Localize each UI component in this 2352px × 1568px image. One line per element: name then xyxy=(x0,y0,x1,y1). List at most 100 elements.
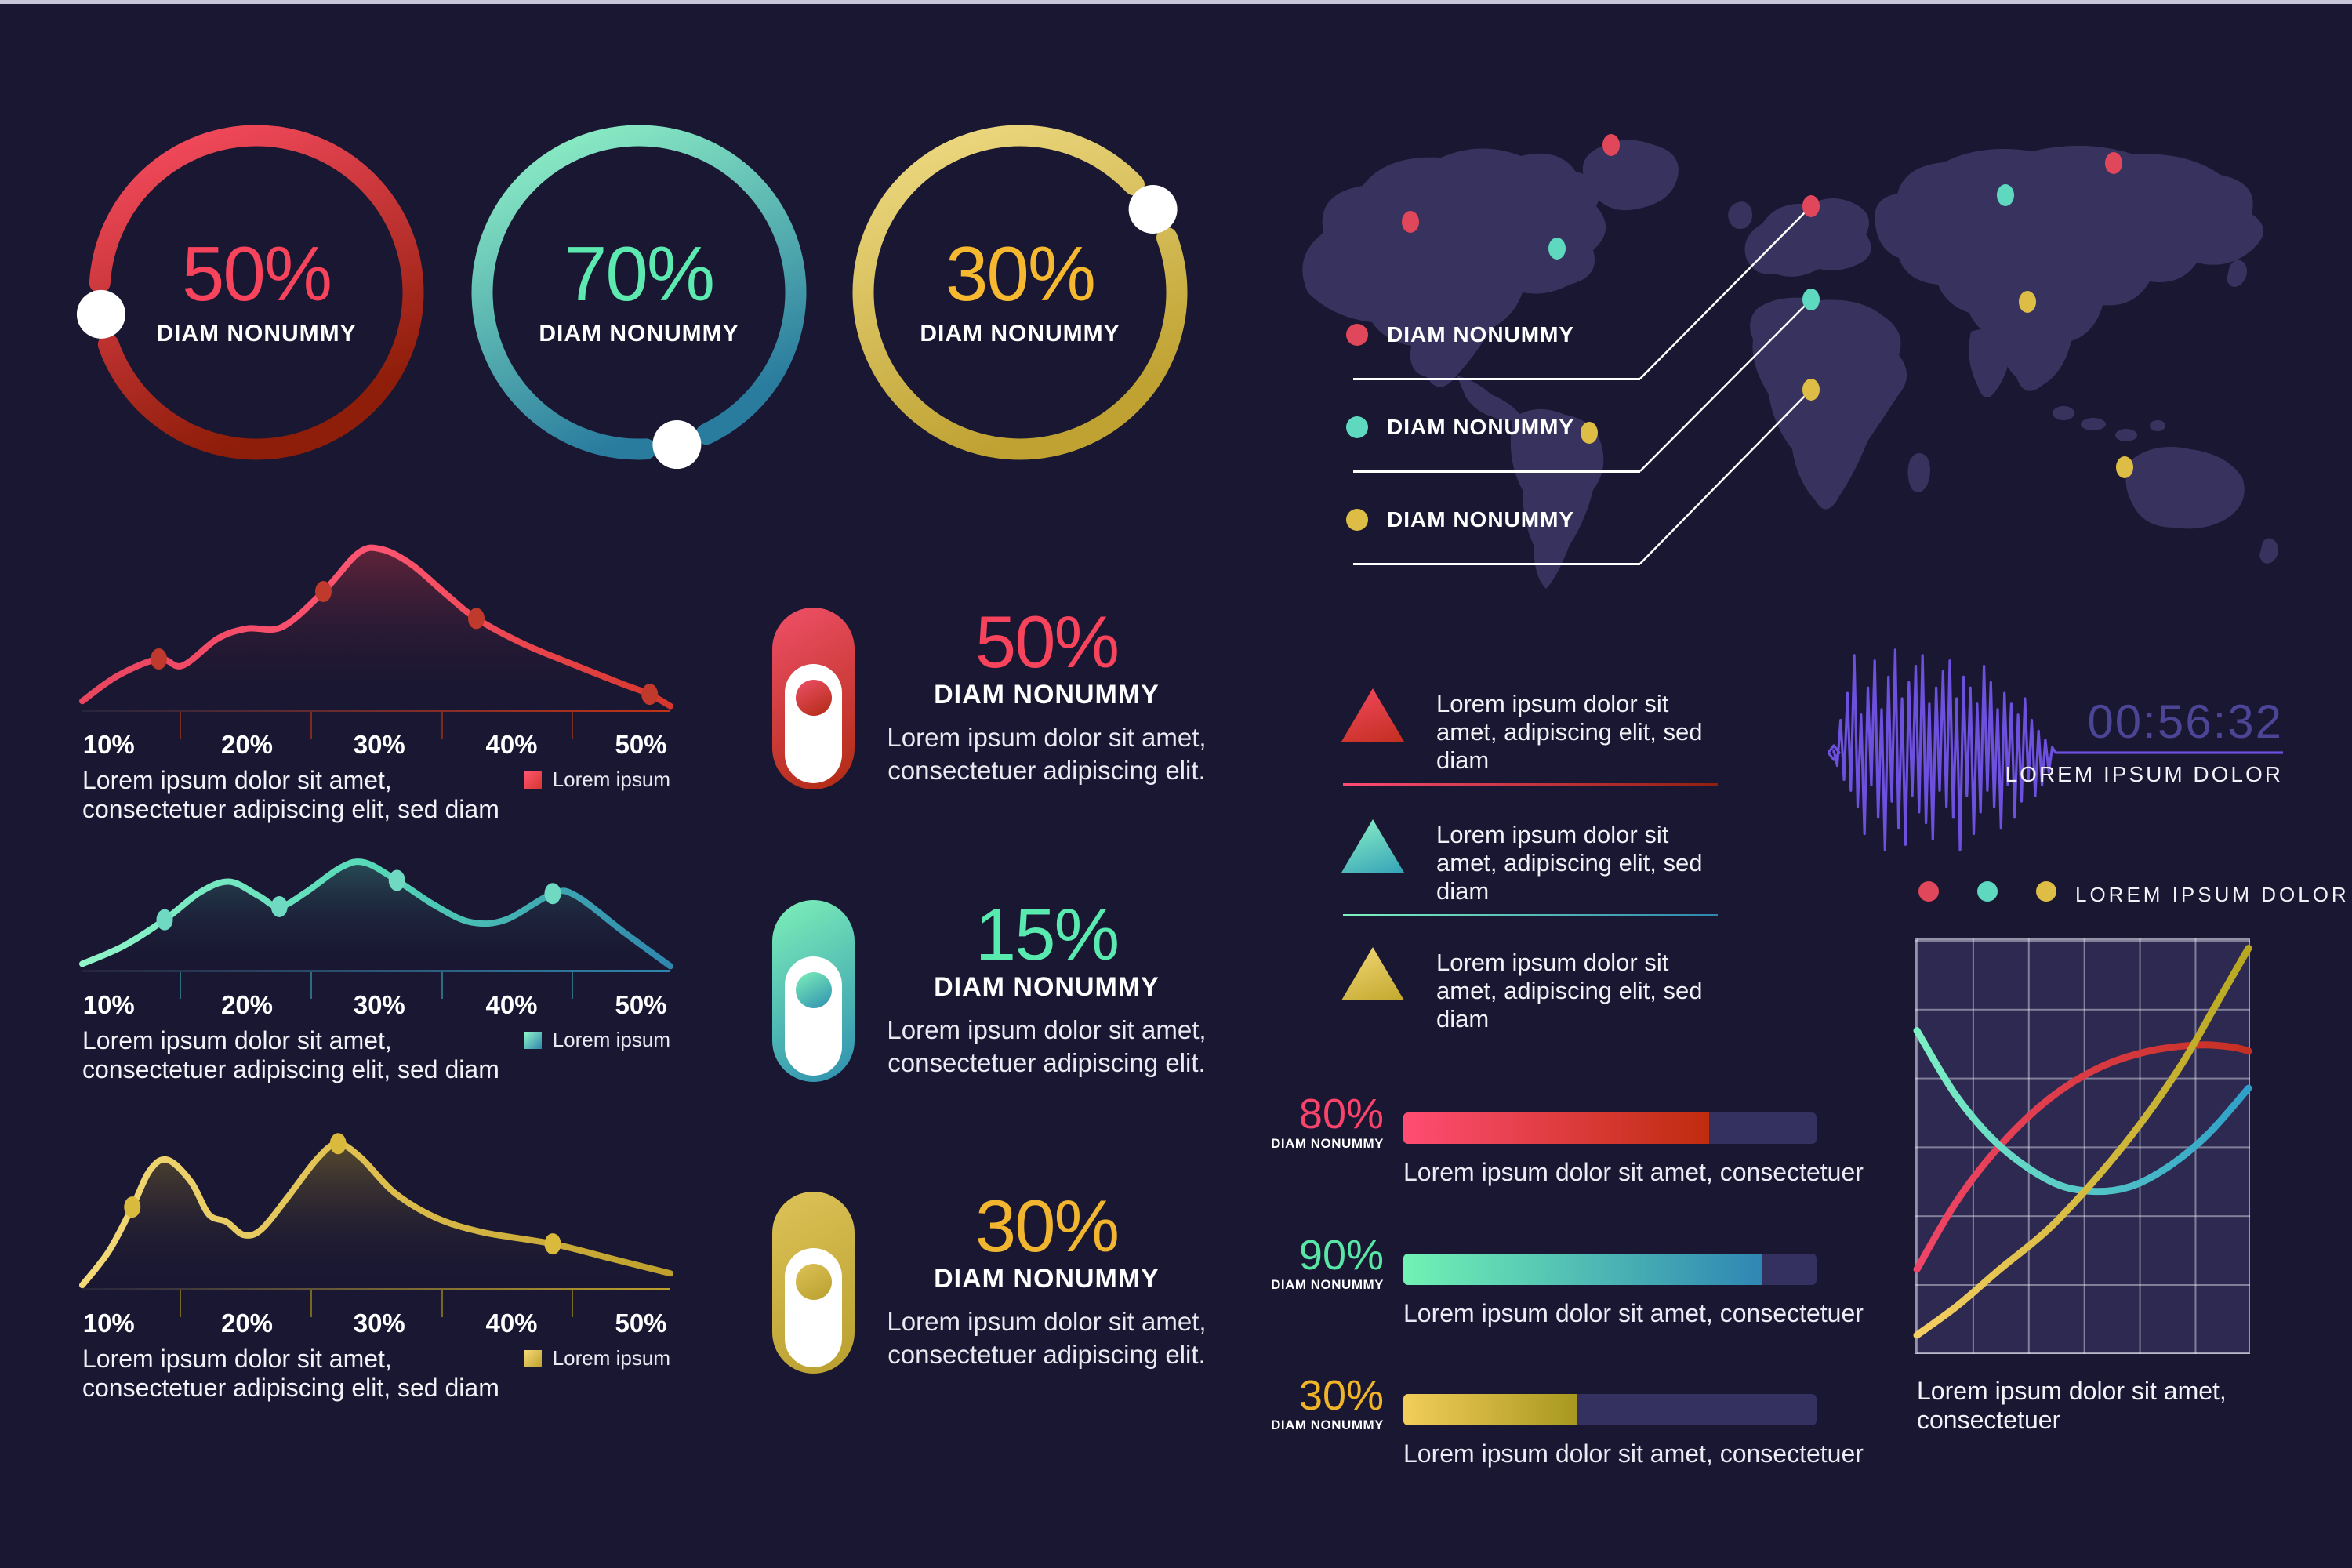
legend-connector-line xyxy=(1639,389,1812,564)
axis-tick xyxy=(310,972,312,999)
map-marker-dot xyxy=(1802,379,1820,401)
donut-ring-svg xyxy=(471,125,807,470)
bar-label-30: 30% DIAM NONUMMY xyxy=(1207,1374,1384,1433)
ring-text: 70% DIAM NONUMMY xyxy=(470,124,808,461)
donut-ring-1: 50% DIAM NONUMMY xyxy=(76,124,425,461)
curve-chart-svg xyxy=(1913,945,2252,1339)
ring-label: DIAM NONUMMY xyxy=(539,321,739,347)
axis-baseline xyxy=(82,710,670,712)
axis-tick xyxy=(441,972,443,999)
pill-value: 15% xyxy=(975,893,1120,975)
ring-arc xyxy=(471,125,807,460)
tick-label: 40% xyxy=(485,990,538,1019)
ring-handle-dot xyxy=(76,289,125,339)
map-marker-dot xyxy=(1802,195,1820,217)
legend-underline xyxy=(1353,563,1640,565)
bar-label-80: 80% DIAM NONUMMY xyxy=(1207,1091,1384,1152)
curve-chart-panel xyxy=(1913,938,2252,1354)
map-legend-item-3: DIAM NONUMMY xyxy=(1346,507,1574,532)
area-plot-svg xyxy=(79,1133,673,1289)
area-fill xyxy=(82,1143,670,1288)
triangle-icon-red xyxy=(1341,688,1404,742)
axis-baseline xyxy=(82,1288,670,1290)
area-line xyxy=(79,544,673,710)
pill-description: Lorem ipsum dolor sit amet, consectetuer… xyxy=(887,1307,1207,1369)
pill-heading: DIAM NONUMMY xyxy=(934,680,1160,710)
map-marker-dot xyxy=(1548,238,1566,260)
pill-icon xyxy=(772,608,855,789)
pill-value: 30% xyxy=(975,1185,1120,1267)
data-point-dot xyxy=(544,1233,561,1255)
tick-label: 50% xyxy=(615,990,667,1019)
world-map: DIAM NONUMMY DIAM NONUMMY DIAM NONUMMY xyxy=(1278,106,2313,600)
axis-tick xyxy=(571,712,574,739)
timer-value: 00:56:32 xyxy=(2087,695,2283,748)
pill-dot-icon xyxy=(796,680,832,716)
ring-label: DIAM NONUMMY xyxy=(920,321,1120,347)
waveform-path xyxy=(1827,648,2283,851)
area-line xyxy=(79,1140,673,1289)
map-marker-dot xyxy=(2019,291,2036,313)
map-marker-dot xyxy=(1602,134,1620,156)
data-point-dot xyxy=(468,608,485,630)
data-point-dot xyxy=(270,895,288,917)
bar-value: 80% xyxy=(1298,1091,1384,1138)
tick-label: 10% xyxy=(82,990,135,1019)
axis-tick xyxy=(571,1290,574,1317)
area-plot-svg xyxy=(79,858,673,970)
data-point-dot xyxy=(388,869,405,891)
tick-label: 20% xyxy=(220,730,274,759)
bullet-text: Lorem ipsum dolor sit amet, adipiscing e… xyxy=(1436,821,1703,905)
tick-label: 50% xyxy=(615,1308,667,1338)
chart-legend: Lorem ipsum xyxy=(524,1346,670,1370)
axis-tick xyxy=(179,712,182,739)
area-chart-teal: 10% 20% 30% 40% 50% Lorem ipsum dolor si… xyxy=(79,851,673,1109)
progress-bar-30 xyxy=(1403,1394,1817,1425)
tick-label: 10% xyxy=(82,730,135,759)
triangle-icon-yellow xyxy=(1341,947,1404,1000)
data-point-dot xyxy=(315,581,332,602)
legend-text: Lorem ipsum xyxy=(552,1346,670,1370)
bar-label-90: 90% DIAM NONUMMY xyxy=(1207,1234,1384,1293)
progress-bar-90 xyxy=(1403,1254,1817,1285)
ring-value: 70% xyxy=(564,230,715,317)
area-fill xyxy=(82,862,670,970)
tick-label: 40% xyxy=(485,1308,538,1338)
data-point-dot xyxy=(544,883,561,905)
bar-caption: Lorem ipsum dolor sit amet, consectetuer xyxy=(1403,1158,1864,1186)
pill-heading: DIAM NONUMMY xyxy=(934,1264,1160,1294)
pill-value: 50% xyxy=(975,601,1120,683)
donut-ring-3: 30% DIAM NONUMMY xyxy=(851,124,1189,461)
map-markers-layer xyxy=(1402,134,2133,564)
bar-sublabel: DIAM NONUMMY xyxy=(1271,1136,1384,1151)
pill-heading: DIAM NONUMMY xyxy=(934,972,1160,1002)
legend-text: Lorem ipsum xyxy=(552,768,670,791)
ring-handle-dot xyxy=(1128,185,1178,234)
area-chart-red: 10% 20% 30% 40% 50% Lorem ipsum dolor si… xyxy=(79,541,673,831)
legend-text: Lorem ipsum xyxy=(552,1028,670,1051)
map-legend-item-1: DIAM NONUMMY xyxy=(1346,322,1575,347)
legend-underline xyxy=(1353,470,1640,473)
ring-handle-dot xyxy=(652,420,702,470)
map-marker-dot xyxy=(1802,289,1820,310)
bullet-text: Lorem ipsum dolor sit amet, adipiscing e… xyxy=(1436,949,1703,1033)
data-point-dot xyxy=(151,648,167,670)
pill-stat-30: 30% DIAM NONUMMY Lorem ipsum dolor sit a… xyxy=(772,1185,1243,1374)
pill-dot-icon xyxy=(796,1264,832,1300)
map-legend-label: DIAM NONUMMY xyxy=(1387,322,1575,347)
legend-connector-line xyxy=(1639,205,1812,379)
chart-caption: Lorem ipsum dolor sit amet, consectetuer… xyxy=(82,1345,499,1402)
bar-caption: Lorem ipsum dolor sit amet, consectetuer xyxy=(1403,1439,1864,1468)
map-marker-dot xyxy=(1581,422,1598,444)
tick-label: 30% xyxy=(353,1308,405,1338)
ring-value: 30% xyxy=(945,230,1096,317)
area-chart-yellow: 10% 20% 30% 40% 50% Lorem ipsum dolor si… xyxy=(79,1133,673,1407)
data-point-dot xyxy=(124,1196,141,1218)
pill-icon xyxy=(772,1192,855,1374)
axis-tick xyxy=(179,1290,182,1317)
pill-stat-50: 50% DIAM NONUMMY Lorem ipsum dolor sit a… xyxy=(772,601,1243,789)
curve-red xyxy=(1913,1041,2252,1273)
legend-dot-icon xyxy=(1346,509,1368,531)
bar-sublabel: DIAM NONUMMY xyxy=(1271,1277,1384,1292)
